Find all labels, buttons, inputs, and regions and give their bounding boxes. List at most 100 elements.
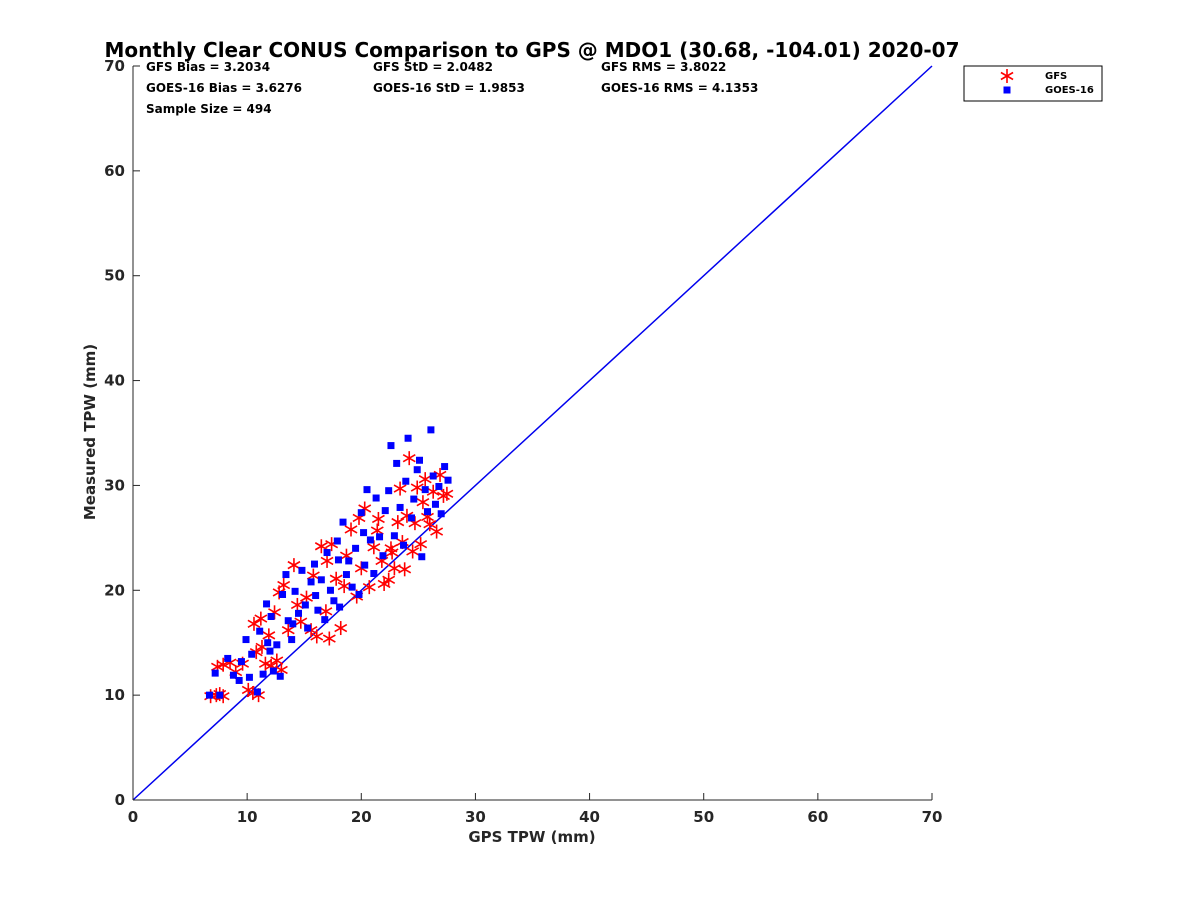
gfs-point [314, 539, 328, 554]
goes-16-point [421, 486, 429, 494]
goes-16-point [387, 442, 395, 450]
gfs-point [384, 541, 398, 556]
x-tick-label: 70 [922, 808, 943, 826]
goes-16-point [321, 616, 329, 624]
goes-16-point [385, 487, 393, 495]
legend-label-gfs: GFS [1045, 71, 1067, 82]
gfs-point [290, 597, 304, 612]
gfs-point [416, 495, 430, 510]
goes-16-point [435, 482, 443, 490]
y-tick-label: 40 [104, 372, 125, 390]
goes-16-point [357, 509, 365, 517]
gfs-point [247, 616, 261, 631]
gfs-point [294, 614, 308, 629]
goes-16-point [393, 459, 401, 467]
goes-16-point [376, 533, 384, 541]
gfs-point [310, 629, 324, 644]
goes-16-point [415, 456, 423, 464]
goes-16-point [229, 671, 237, 679]
stat-goes-bias: GOES-16 Bias = 3.6276 [146, 81, 302, 95]
gfs-point [270, 653, 284, 668]
y-tick-label: 50 [104, 267, 125, 285]
goes-16-point [326, 586, 334, 594]
goes-16-point [242, 636, 250, 644]
x-tick-label: 30 [465, 808, 486, 826]
goes-16-point [211, 669, 219, 677]
goes-16-point [444, 476, 452, 484]
goes-16-point [390, 532, 398, 540]
goes-16-point [423, 508, 431, 516]
goes-16-point [408, 514, 416, 522]
gfs-point [398, 562, 412, 577]
goes-16-point [379, 552, 387, 560]
gfs-point [329, 571, 343, 586]
goes-16-point [273, 641, 281, 649]
goes-16-point [263, 600, 271, 608]
gfs-point [387, 561, 401, 576]
goes-16-point [245, 673, 253, 681]
goes-16-point [253, 688, 261, 696]
goes-16-point [216, 691, 224, 699]
x-tick-label: 50 [693, 808, 714, 826]
plot-axes [132, 66, 932, 801]
goes-16-point [284, 617, 292, 625]
goes-16-point [339, 518, 347, 526]
goes-16-point [298, 566, 306, 574]
gfs-point [254, 611, 268, 626]
goes-16-point [266, 647, 274, 655]
goes-16-point [431, 500, 439, 508]
goes-16-point [348, 583, 356, 591]
goes-16-point [295, 609, 303, 617]
gfs-point [410, 480, 424, 495]
y-tick-label: 60 [104, 162, 125, 180]
gfs-point [382, 572, 396, 587]
x-tick-label: 10 [237, 808, 258, 826]
goes-16-point [289, 620, 297, 628]
gfs-point [281, 623, 295, 638]
y-tick-label: 20 [104, 581, 125, 599]
legend-marker-goes-16 [1003, 86, 1011, 94]
stats-annotations: GFS Bias = 3.2034 GFS StD = 2.0482 GFS R… [146, 60, 758, 116]
goes-16-point [291, 587, 299, 595]
goes-16-point [355, 590, 363, 598]
x-tick-label: 20 [351, 808, 372, 826]
goes-16-point [330, 597, 338, 605]
goes-16-point [400, 541, 408, 549]
goes-16-point [276, 672, 284, 680]
goes-16-point [256, 627, 264, 635]
goes-16-point [205, 691, 213, 699]
goes-16-point [301, 601, 309, 609]
gfs-point [334, 621, 348, 636]
goes-16-point [282, 571, 290, 579]
y-tick-label: 30 [104, 476, 125, 494]
goes-16-point [288, 636, 296, 644]
y-axis-label: Measured TPW (mm) [81, 344, 99, 520]
y-tick-label: 10 [104, 686, 125, 704]
goes-16-point [323, 549, 331, 557]
goes-16-point [307, 578, 315, 586]
gfs-point [393, 481, 407, 496]
goes-16-point [314, 606, 322, 614]
goes-16-point [402, 477, 410, 485]
goes-16-point [441, 463, 449, 471]
stat-gfs-std: GFS StD = 2.0482 [373, 60, 493, 74]
goes-16-point [334, 556, 342, 564]
goes-16-point [404, 434, 412, 442]
legend: GFS GOES-16 [963, 65, 1103, 102]
gfs-point [337, 579, 351, 594]
goes-16-point [366, 536, 374, 544]
goes-16-point [310, 560, 318, 568]
goes-16-point [224, 654, 232, 662]
stat-goes-std: GOES-16 StD = 1.9853 [373, 81, 525, 95]
goes-16-point [304, 624, 312, 632]
gfs-point [277, 578, 291, 593]
gfs-point [406, 544, 420, 559]
goes-16-point [279, 590, 287, 598]
goes-16-point [237, 658, 245, 666]
x-tick-label: 60 [807, 808, 828, 826]
goes-16-point [248, 650, 256, 658]
goes-16-point [413, 466, 421, 474]
goes-16-point [381, 507, 389, 515]
gfs-point [319, 604, 333, 619]
goes-16-point [312, 592, 320, 600]
